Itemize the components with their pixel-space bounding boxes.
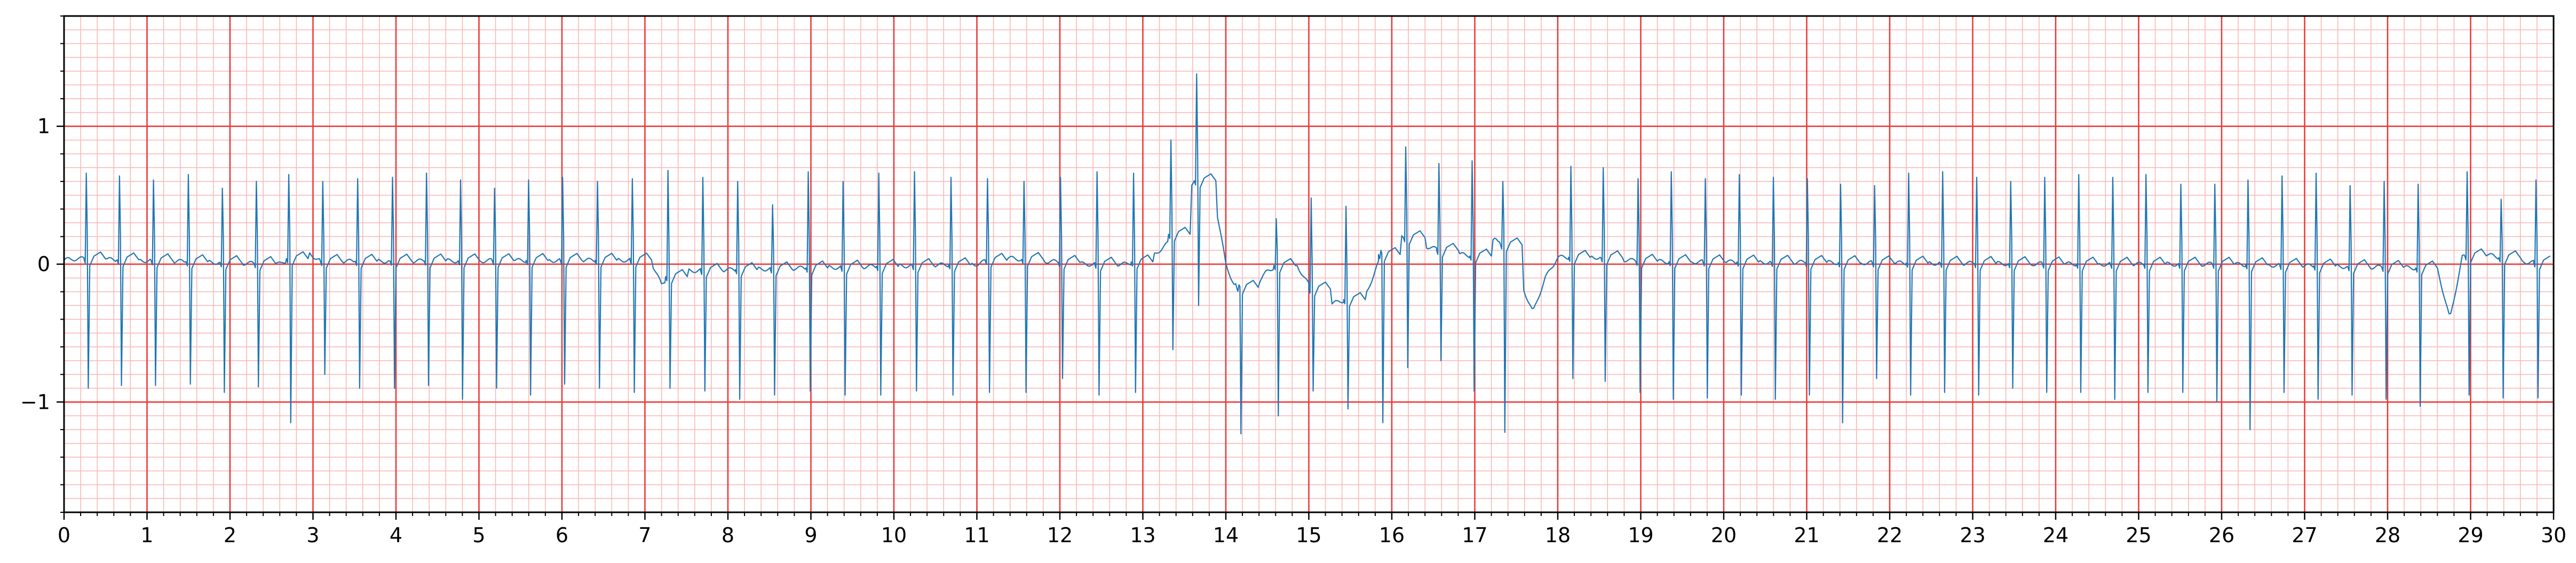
ecg-trace-line	[64, 73, 2551, 434]
x-tick-label: 9	[804, 524, 817, 547]
x-tick-label: 6	[556, 524, 568, 547]
y-tick-label: −1	[20, 390, 50, 414]
x-tick-label: 21	[1794, 524, 1819, 547]
series-layer	[64, 73, 2551, 434]
x-tick-label: 29	[2458, 524, 2483, 547]
x-tick-label: 8	[722, 524, 734, 547]
x-tick-label: 24	[2043, 524, 2068, 547]
x-tick-label: 20	[1711, 524, 1737, 547]
x-tick-label: 10	[881, 524, 907, 547]
x-tick-label: 2	[224, 524, 236, 547]
x-tick-label: 5	[472, 524, 485, 547]
major-grid	[63, 16, 2555, 512]
x-tick-label: 14	[1213, 524, 1239, 547]
x-tick-label: 3	[306, 524, 319, 547]
y-tick-label: 1	[37, 115, 50, 138]
x-tick-label: 16	[1379, 524, 1405, 547]
x-tick-label: 11	[964, 524, 989, 547]
x-tick-label: 19	[1628, 524, 1653, 547]
y-axis: −1 0 1	[20, 15, 64, 513]
x-tick-label: 17	[1462, 524, 1487, 547]
x-tick-label: 4	[390, 524, 402, 547]
x-tick-label: 13	[1130, 524, 1155, 547]
y-tick-label: 0	[37, 252, 50, 276]
x-tick-label: 30	[2541, 524, 2566, 547]
x-tick-label: 12	[1047, 524, 1073, 547]
x-tick-label: 1	[140, 524, 153, 547]
x-tick-label: 23	[1960, 524, 1985, 547]
x-tick-label: 7	[638, 524, 651, 547]
x-tick-label: 25	[2126, 524, 2151, 547]
x-tick-label: 28	[2375, 524, 2400, 547]
x-tick-label: 26	[2209, 524, 2234, 547]
x-tick-label: 18	[1545, 524, 1571, 547]
x-tick-label: 22	[1877, 524, 1903, 547]
x-tick-label: 27	[2292, 524, 2317, 547]
x-axis: 0 1 2 3 4 5 6 7 8 9 10 11 12 13 14 15 16 17 18 19 20 21 22 23 24…	[58, 512, 2566, 547]
x-tick-label: 15	[1296, 524, 1321, 547]
x-tick-label: 0	[58, 524, 70, 547]
